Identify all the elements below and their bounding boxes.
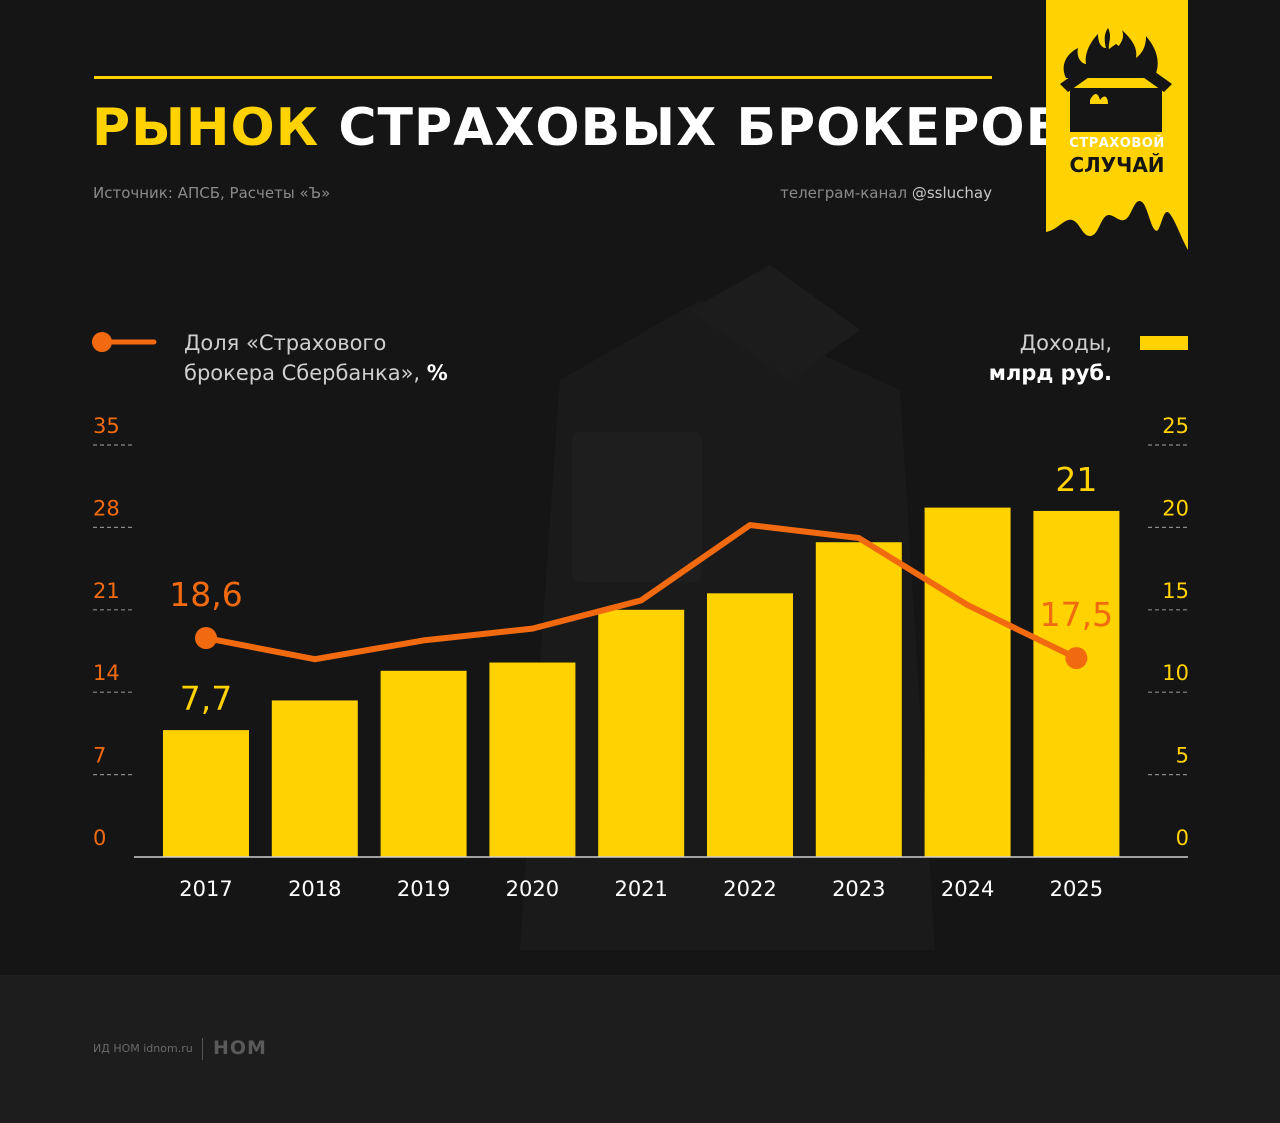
channel-note: телеграм-канал @ssluchay	[780, 184, 992, 202]
burning-house-icon	[1060, 28, 1172, 132]
bar-2024	[924, 507, 1011, 857]
bar-2025	[1033, 510, 1120, 857]
legend-share-line-2: брокера Сбербанка»,	[184, 361, 421, 385]
x-tick-label: 2021	[614, 877, 667, 901]
bar-2019	[380, 670, 467, 857]
left-tick: 28	[93, 496, 134, 529]
x-tick-label: 2018	[288, 877, 341, 901]
logo-line-2: СЛУЧАЙ	[1069, 153, 1165, 177]
logo-badge	[1046, 0, 1188, 250]
bar-2022	[707, 593, 793, 857]
left-axis: 35 28 21 14 7 0	[93, 414, 134, 850]
right-tick-label: 10	[1162, 661, 1189, 685]
left-tick: 7	[93, 744, 134, 776]
income-label: 7,7	[180, 679, 232, 718]
legend-bar-marker	[1140, 336, 1188, 350]
income-label: 21	[1055, 460, 1097, 499]
right-tick-label: 5	[1176, 744, 1189, 768]
right-tick-label: 25	[1162, 414, 1189, 438]
line-series	[195, 522, 1088, 670]
x-tick-label: 2019	[397, 877, 450, 901]
bar-2020	[489, 662, 576, 857]
right-tick: 5	[1148, 744, 1189, 776]
right-tick: 25	[1148, 414, 1189, 446]
share-label: 17,5	[1040, 595, 1113, 634]
footer-logo: НОМ	[213, 1037, 267, 1059]
right-axis: 25 20 15 10 5 0	[1148, 414, 1189, 850]
left-tick-label: 21	[93, 579, 120, 603]
legend-share-line-1: Доля «Страхового	[184, 331, 387, 355]
left-tick: 0	[93, 826, 106, 850]
left-tick-label: 7	[93, 744, 106, 768]
bar-2018	[271, 700, 358, 857]
legend-income-line-1: Доходы,	[1019, 331, 1112, 355]
footer-band	[0, 975, 1280, 1123]
left-tick-label: 35	[93, 414, 120, 438]
share-label: 18,6	[169, 575, 242, 614]
left-tick-label: 28	[93, 496, 120, 520]
page-title: РЫНОК СТРАХОВЫХ БРОКЕРОВ	[92, 96, 1066, 160]
legend-share: Доля «Страхового брокера Сбербанка», %	[184, 328, 448, 388]
x-axis: 2017 2018 2019 2020 2021 2022 2023 2024 2025	[179, 877, 1103, 901]
right-tick-label: 20	[1162, 496, 1189, 520]
share-line	[203, 522, 1080, 663]
legend-share-unit: %	[426, 361, 448, 385]
legend-dot-marker	[92, 332, 112, 352]
x-tick-label: 2024	[941, 877, 994, 901]
x-tick-label: 2017	[179, 877, 232, 901]
bar-2021	[598, 609, 685, 857]
x-tick-label: 2020	[506, 877, 559, 901]
legend-income-unit: млрд руб.	[988, 361, 1112, 385]
left-tick: 14	[93, 661, 134, 693]
source-note: Источник: АПСБ, Расчеты «Ъ»	[93, 184, 331, 202]
right-tick-label: 0	[1176, 826, 1189, 850]
left-tick: 21	[93, 579, 134, 611]
right-tick: 0	[1176, 826, 1189, 850]
right-tick: 20	[1148, 496, 1189, 529]
footer-credit: ИД НОМ idnom.ru	[93, 1042, 193, 1055]
title-rest: СТРАХОВЫХ БРОКЕРОВ	[338, 98, 1067, 158]
x-tick-label: 2022	[723, 877, 776, 901]
x-tick-label: 2023	[832, 877, 885, 901]
right-tick: 15	[1148, 579, 1189, 611]
right-tick: 10	[1148, 661, 1189, 693]
bar-series	[163, 507, 1120, 857]
data-labels: 18,6 17,5 7,7 21	[169, 460, 1113, 718]
x-tick-label: 2025	[1050, 877, 1103, 901]
left-tick-label: 0	[93, 826, 106, 850]
share-point-2025	[1065, 647, 1088, 670]
top-rule	[94, 76, 992, 79]
legend-markers	[92, 332, 1188, 352]
title-accent: РЫНОК	[92, 98, 320, 158]
bar-2017	[163, 730, 249, 857]
channel-prefix: телеграм-канал	[780, 184, 908, 202]
right-tick-label: 15	[1162, 579, 1189, 603]
logo-line-1: СТРАХОВОЙ	[1069, 136, 1165, 151]
footer-divider	[202, 1038, 203, 1060]
share-point-2017	[195, 627, 217, 650]
left-tick: 35	[93, 414, 134, 446]
channel-handle: @ssluchay	[911, 184, 992, 202]
legend-income: Доходы, млрд руб.	[989, 328, 1112, 388]
left-tick-label: 14	[93, 661, 120, 685]
bar-2023	[815, 542, 902, 857]
